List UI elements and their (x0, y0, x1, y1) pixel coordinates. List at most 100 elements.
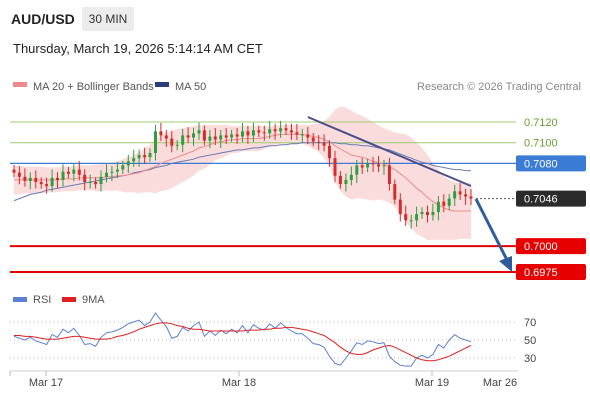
candle-body (224, 135, 228, 138)
candle-body (219, 135, 223, 140)
candle-body (469, 196, 473, 199)
candle-body (447, 198, 451, 206)
candle-body (257, 130, 261, 133)
candle-body (290, 130, 293, 133)
rsi-ma-legend-label: 9MA (82, 294, 105, 306)
candle-body (262, 132, 266, 134)
candle-body (154, 131, 157, 153)
candle-body (284, 128, 288, 131)
candle-body (431, 212, 435, 216)
trendline (307, 116, 472, 187)
candle-body (268, 129, 272, 134)
rsi-legend-swatch (13, 297, 27, 302)
candle-body (12, 169, 16, 173)
rsi-ma-line (14, 322, 472, 362)
rsi-tick-30: 30 (524, 353, 536, 365)
candle-body (39, 182, 43, 185)
candle-body (110, 171, 114, 173)
x-axis: Mar 17 Mar 18 Mar 19 Mar 26 (9, 371, 517, 389)
candle-body (164, 135, 168, 139)
forecast-arrow-head (499, 256, 512, 272)
candle-body (349, 174, 353, 180)
candle-body (442, 201, 446, 206)
candle-body (105, 172, 108, 177)
candle-body (360, 165, 364, 168)
candle-body (377, 164, 380, 167)
candle-body (34, 177, 38, 182)
candle-body (126, 161, 130, 166)
candle-body (132, 158, 136, 162)
candle-body (143, 155, 147, 158)
candle-body (181, 135, 185, 145)
x-tick-label: Mar 19 (415, 377, 449, 389)
x-tick-label: Mar 26 (483, 377, 517, 389)
candle-body (230, 134, 234, 138)
candle-body (148, 153, 152, 158)
candle-body (202, 130, 206, 141)
ma50-legend-label: MA 50 (175, 81, 206, 93)
candle-body (464, 194, 468, 197)
candle-body (241, 131, 244, 137)
level-badge-0.7000 (516, 238, 586, 255)
rsi-tick-50: 50 (524, 335, 536, 347)
candle-body (295, 132, 299, 135)
level-label-0.6975: 0.6975 (524, 267, 558, 279)
candle-body (56, 177, 59, 180)
candle-body (246, 131, 250, 136)
candle-body (279, 128, 283, 132)
level-label-0.7120: 0.7120 (524, 117, 558, 129)
candle-body (458, 191, 462, 195)
annotations (307, 116, 512, 272)
candle-body (311, 137, 315, 142)
level-labels: 0.7120 0.7100 0.7080 0.7046 0.7000 0.6975 (516, 117, 586, 280)
candle-body (23, 176, 27, 181)
ma20-legend-swatch (13, 82, 27, 87)
candle-body (28, 177, 32, 181)
rsi-tick-70: 70 (524, 317, 536, 329)
candle-body (322, 142, 326, 146)
candle-body (66, 171, 70, 174)
ma20-legend-label: MA 20 + Bollinger Bands (33, 81, 154, 93)
candle-body (404, 214, 408, 221)
candles (12, 120, 473, 229)
candle-body (45, 184, 49, 187)
level-badge-0.7046 (516, 190, 586, 207)
level-label-0.7080: 0.7080 (524, 158, 558, 170)
candle-body (99, 176, 103, 184)
candle-body (88, 182, 92, 183)
candle-body (436, 201, 440, 212)
candle-body (371, 163, 375, 165)
timeframe-badge[interactable] (82, 7, 134, 31)
candle-body (159, 131, 163, 136)
candle-body (328, 145, 331, 159)
candle-body (300, 134, 304, 136)
candle-body (50, 177, 54, 187)
candle-body (415, 214, 419, 221)
candle-body (197, 130, 201, 134)
candle-body (77, 169, 81, 175)
candle-body (72, 169, 76, 174)
candle-body (338, 175, 342, 185)
candle-body (273, 129, 277, 132)
bollinger-band (14, 106, 471, 240)
level-label-0.7100: 0.7100 (524, 138, 558, 150)
candle-body (137, 155, 141, 159)
candle-body (344, 179, 348, 184)
candle-body (17, 172, 21, 177)
candle-body (121, 165, 125, 170)
candle-body (387, 165, 391, 184)
candle-body (453, 191, 457, 199)
level-lines (10, 121, 516, 273)
candle-body (393, 184, 397, 200)
level-label-0.7000: 0.7000 (524, 241, 558, 253)
bollinger-band-area (14, 106, 471, 240)
rsi-ma-legend-swatch (62, 297, 76, 302)
forecast-arrow-shaft (474, 198, 510, 263)
level-badge-0.7080 (516, 155, 586, 172)
datetime-label: Thursday, March 19, 2026 5:14:14 AM CET (13, 41, 263, 56)
candle-body (235, 134, 239, 137)
candle-body (306, 134, 310, 138)
candle-body (426, 212, 429, 216)
